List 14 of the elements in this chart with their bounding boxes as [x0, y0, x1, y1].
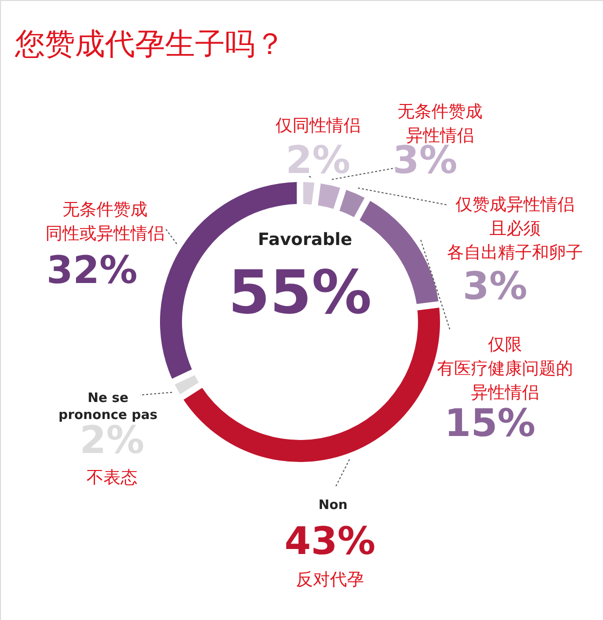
text: Favorable	[258, 230, 352, 250]
data-label: 43%	[284, 519, 376, 563]
slice-label: 仅限有医疗健康问题的异性情侣	[437, 335, 573, 403]
text: Non	[318, 498, 348, 513]
slice-label: 不表态	[86, 468, 138, 488]
slice-label: 仅赞成异性情侣且必须各自出精子和卵子	[447, 195, 583, 263]
text: 55%	[228, 258, 372, 328]
slice-label: 反对代孕	[296, 570, 364, 590]
data-label: 32%	[46, 248, 138, 292]
data-label: 15%	[444, 401, 536, 445]
slice-label: 无条件赞成同性或异性情侣	[46, 200, 164, 244]
chart-title: 您赞成代孕生子吗？	[14, 27, 285, 62]
data-label: 3%	[462, 264, 528, 308]
slice-label: 仅同性情侣	[276, 116, 360, 136]
